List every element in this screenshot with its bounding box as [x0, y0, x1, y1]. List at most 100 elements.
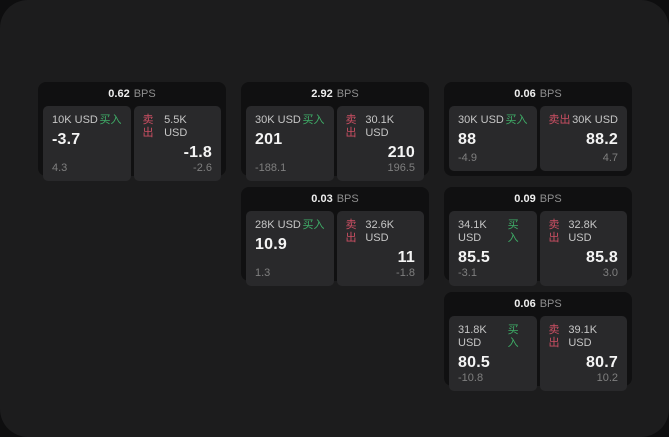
sell-sub-value: 196.5 — [387, 162, 415, 174]
buy-side-label: 买入 — [505, 114, 528, 126]
bps-unit: BPS — [539, 298, 562, 310]
buy-tile[interactable]: 10K USD 买入 -3.7 4.3 — [43, 106, 131, 181]
buy-notional-label: 30K USD — [458, 114, 504, 126]
quote-card: 2.92 BPS 30K USD 买入 201 -188.1 卖出 30.1K … — [241, 82, 429, 181]
sell-tile-top: 卖出 32.6K USD — [346, 219, 416, 245]
sell-price-value: 88.2 — [586, 131, 618, 148]
sell-side-label: 卖出 — [548, 114, 571, 126]
bps-unit: BPS — [336, 88, 359, 100]
buy-tile[interactable]: 30K USD 买入 88 -4.9 — [449, 106, 537, 171]
buy-price-value: 201 — [255, 131, 283, 148]
buy-sub-value: -188.1 — [255, 162, 287, 174]
sell-tile-top: 卖出 30K USD — [549, 114, 619, 127]
buy-tile-top: 30K USD 买入 — [458, 114, 528, 127]
sell-price-value: 80.7 — [586, 354, 618, 371]
bps-value: 0.06 — [514, 298, 536, 310]
buy-tile-top: 31.8K USD 买入 — [458, 324, 528, 350]
buy-notional-label: 31.8K USD — [458, 324, 487, 349]
buy-tile-top: 34.1K USD 买入 — [458, 219, 528, 245]
bps-header: 0.06 BPS — [444, 82, 632, 106]
buy-tile-top: 30K USD 买入 — [255, 114, 325, 127]
buy-notional-label: 28K USD — [255, 219, 301, 231]
bps-header: 0.09 BPS — [444, 187, 632, 211]
bps-value: 0.03 — [311, 193, 333, 205]
buy-sub-value: -3.1 — [458, 267, 477, 279]
bps-value: 0.09 — [514, 193, 536, 205]
buy-side-label: 买入 — [507, 219, 519, 244]
buy-price-value: 88 — [458, 131, 477, 148]
sell-tile[interactable]: 卖出 32.8K USD 85.8 3.0 — [539, 211, 627, 286]
quote-tiles: 30K USD 买入 88 -4.9 卖出 30K USD 88.2 4.7 — [444, 106, 632, 176]
sell-tile-top: 卖出 32.8K USD — [549, 219, 619, 245]
buy-tile[interactable]: 28K USD 买入 10.9 1.3 — [246, 211, 334, 286]
buy-notional-label: 34.1K USD — [458, 219, 487, 244]
buy-price-value: 80.5 — [458, 354, 490, 371]
buy-price-value: 85.5 — [458, 249, 490, 266]
buy-sub-value: -4.9 — [458, 152, 477, 164]
sell-side-label: 卖出 — [548, 324, 560, 349]
buy-tile-top: 28K USD 买入 — [255, 219, 325, 232]
buy-side-label: 买入 — [302, 114, 325, 126]
sell-notional-label: 39.1K USD — [568, 324, 598, 349]
cards-grid: 0.62 BPS 10K USD 买入 -3.7 4.3 卖出 5.5K USD… — [38, 82, 632, 391]
sell-notional-label: 5.5K USD — [164, 114, 188, 139]
bps-header: 2.92 BPS — [241, 82, 429, 106]
sell-tile[interactable]: 卖出 30K USD 88.2 4.7 — [539, 106, 627, 171]
sell-sub-value: 3.0 — [602, 267, 618, 279]
sell-notional-label: 32.6K USD — [365, 219, 395, 244]
buy-sub-value: 4.3 — [52, 162, 68, 174]
sell-price-value: -1.8 — [183, 144, 212, 161]
quote-tiles: 10K USD 买入 -3.7 4.3 卖出 5.5K USD -1.8 -2.… — [38, 106, 226, 186]
buy-tile[interactable]: 34.1K USD 买入 85.5 -3.1 — [449, 211, 537, 286]
sell-tile-top: 卖出 30.1K USD — [346, 114, 416, 140]
sell-tile[interactable]: 卖出 5.5K USD -1.8 -2.6 — [133, 106, 221, 181]
buy-sub-value: -10.8 — [458, 372, 484, 384]
bps-value: 2.92 — [311, 88, 333, 100]
buy-price-value: -3.7 — [52, 131, 81, 148]
buy-notional-label: 30K USD — [255, 114, 301, 126]
buy-tile-top: 10K USD 买入 — [52, 114, 122, 127]
buy-sub-value: 1.3 — [255, 267, 271, 279]
sell-tile[interactable]: 卖出 30.1K USD 210 196.5 — [336, 106, 424, 181]
bps-unit: BPS — [336, 193, 359, 205]
sell-price-value: 210 — [387, 144, 415, 161]
sell-tile-top: 卖出 5.5K USD — [143, 114, 213, 140]
buy-side-label: 买入 — [99, 114, 122, 126]
quote-tiles: 30K USD 买入 201 -188.1 卖出 30.1K USD 210 1… — [241, 106, 429, 186]
bps-unit: BPS — [539, 193, 562, 205]
sell-side-label: 卖出 — [345, 114, 357, 139]
sell-sub-value: 10.2 — [596, 372, 618, 384]
buy-side-label: 买入 — [302, 219, 325, 231]
sell-notional-label: 32.8K USD — [568, 219, 598, 244]
bps-unit: BPS — [133, 88, 156, 100]
sell-sub-value: -2.6 — [193, 162, 212, 174]
buy-tile[interactable]: 30K USD 买入 201 -188.1 — [246, 106, 334, 181]
sell-side-label: 卖出 — [142, 114, 154, 139]
bps-value: 0.06 — [514, 88, 536, 100]
quote-card: 0.06 BPS 31.8K USD 买入 80.5 -10.8 卖出 39.1… — [444, 292, 632, 391]
bps-value: 0.62 — [108, 88, 130, 100]
buy-notional-label: 10K USD — [52, 114, 98, 126]
buy-tile[interactable]: 31.8K USD 买入 80.5 -10.8 — [449, 316, 537, 391]
sell-tile-top: 卖出 39.1K USD — [549, 324, 619, 350]
sell-side-label: 卖出 — [345, 219, 357, 244]
sell-notional-label: 30K USD — [572, 114, 618, 126]
quote-tiles: 31.8K USD 买入 80.5 -10.8 卖出 39.1K USD 80.… — [444, 316, 632, 396]
sell-notional-label: 30.1K USD — [365, 114, 395, 139]
sell-tile[interactable]: 卖出 32.6K USD 11 -1.8 — [336, 211, 424, 286]
quote-card: 0.09 BPS 34.1K USD 买入 85.5 -3.1 卖出 32.8K… — [444, 187, 632, 286]
bps-header: 0.62 BPS — [38, 82, 226, 106]
sell-sub-value: 4.7 — [602, 152, 618, 164]
quote-card: 0.62 BPS 10K USD 买入 -3.7 4.3 卖出 5.5K USD… — [38, 82, 226, 181]
quote-tiles: 28K USD 买入 10.9 1.3 卖出 32.6K USD 11 -1.8 — [241, 211, 429, 291]
buy-price-value: 10.9 — [255, 236, 287, 253]
quote-card: 0.06 BPS 30K USD 买入 88 -4.9 卖出 30K USD 8… — [444, 82, 632, 176]
quote-tiles: 34.1K USD 买入 85.5 -3.1 卖出 32.8K USD 85.8… — [444, 211, 632, 291]
sell-price-value: 85.8 — [586, 249, 618, 266]
sell-side-label: 卖出 — [548, 219, 560, 244]
sell-tile[interactable]: 卖出 39.1K USD 80.7 10.2 — [539, 316, 627, 391]
bps-header: 0.06 BPS — [444, 292, 632, 316]
sell-sub-value: -1.8 — [396, 267, 415, 279]
buy-side-label: 买入 — [507, 324, 519, 349]
quote-card: 0.03 BPS 28K USD 买入 10.9 1.3 卖出 32.6K US… — [241, 187, 429, 286]
